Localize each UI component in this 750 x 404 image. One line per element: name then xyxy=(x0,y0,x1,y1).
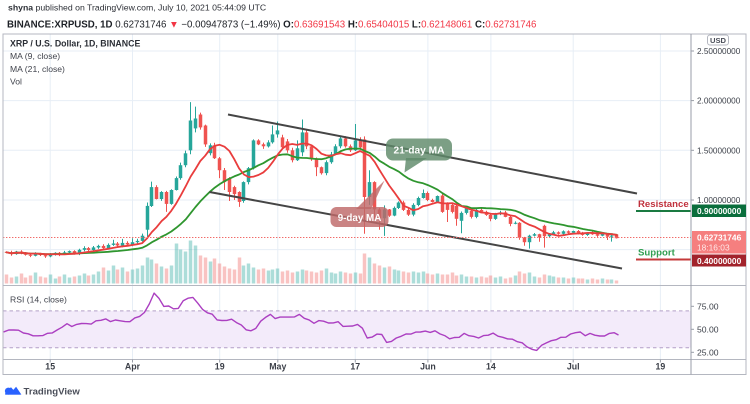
svg-text:0.90000000: 0.90000000 xyxy=(697,206,742,216)
svg-text:Vol: Vol xyxy=(10,77,22,87)
svg-text:9-day MA: 9-day MA xyxy=(338,213,382,224)
svg-text:BINANCE:XRPUSD, 1D 0.62731746: BINANCE:XRPUSD, 1D 0.62731746 ▼ −0.00947… xyxy=(7,19,536,30)
svg-text:USD: USD xyxy=(710,36,727,45)
svg-text:75.00: 75.00 xyxy=(697,301,719,311)
svg-text:19: 19 xyxy=(215,362,225,372)
svg-text:50.00: 50.00 xyxy=(697,324,719,334)
svg-text:17: 17 xyxy=(350,362,360,372)
svg-text:Jul: Jul xyxy=(567,362,580,372)
svg-text:19: 19 xyxy=(656,362,666,372)
svg-text:RSI (14, close): RSI (14, close) xyxy=(10,295,67,305)
svg-text:0.40000000: 0.40000000 xyxy=(697,256,742,266)
svg-text:18:16:03: 18:16:03 xyxy=(697,243,730,253)
svg-text:Apr: Apr xyxy=(125,362,141,372)
svg-text:TradingView: TradingView xyxy=(24,387,81,398)
svg-text:Jun: Jun xyxy=(420,362,436,372)
svg-text:May: May xyxy=(269,362,286,372)
svg-text:Resistance: Resistance xyxy=(638,199,689,210)
svg-text:MA (21, close): MA (21, close) xyxy=(10,64,65,74)
svg-text:1.00000000: 1.00000000 xyxy=(697,196,741,205)
svg-text:2.50000000: 2.50000000 xyxy=(697,47,741,56)
svg-text:25.00: 25.00 xyxy=(697,347,719,357)
svg-text:21-day MA: 21-day MA xyxy=(394,145,446,156)
svg-text:0.62731746: 0.62731746 xyxy=(697,233,742,243)
svg-text:MA (9, close): MA (9, close) xyxy=(10,51,60,61)
svg-text:1.50000000: 1.50000000 xyxy=(697,146,741,155)
svg-text:14: 14 xyxy=(486,362,496,372)
svg-text:2.00000000: 2.00000000 xyxy=(697,97,741,106)
svg-text:shyna published on TradingView: shyna published on TradingView.com, July… xyxy=(8,3,266,13)
svg-text:15: 15 xyxy=(45,362,55,372)
svg-text:XRP / U.S. Dollar, 1D, BINANCE: XRP / U.S. Dollar, 1D, BINANCE xyxy=(10,39,140,49)
svg-text:Support: Support xyxy=(638,248,676,259)
